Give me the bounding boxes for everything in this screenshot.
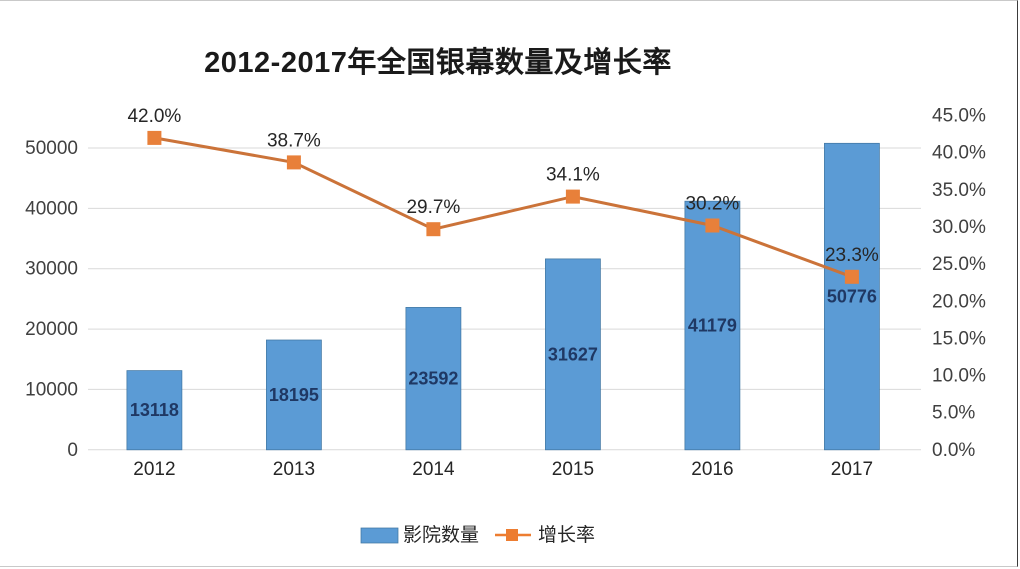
svg-text:2014: 2014 <box>412 459 455 480</box>
svg-text:增长率: 增长率 <box>538 524 595 546</box>
svg-text:45.0%: 45.0% <box>932 106 986 127</box>
svg-text:2016: 2016 <box>691 459 733 480</box>
svg-text:30.0%: 30.0% <box>932 217 986 238</box>
svg-text:2012: 2012 <box>133 459 175 480</box>
svg-text:10000: 10000 <box>25 379 78 400</box>
svg-text:2013: 2013 <box>273 459 315 480</box>
svg-text:41179: 41179 <box>688 316 737 336</box>
svg-text:0: 0 <box>67 440 78 461</box>
svg-text:5.0%: 5.0% <box>932 403 975 424</box>
svg-text:23592: 23592 <box>408 369 458 389</box>
svg-text:25.0%: 25.0% <box>932 254 986 275</box>
svg-text:15.0%: 15.0% <box>932 328 986 349</box>
svg-text:34.1%: 34.1% <box>546 165 600 186</box>
svg-text:38.7%: 38.7% <box>267 130 321 151</box>
svg-text:2017: 2017 <box>831 459 873 480</box>
svg-text:23.3%: 23.3% <box>825 245 879 266</box>
svg-text:0.0%: 0.0% <box>932 440 975 461</box>
svg-text:40.0%: 40.0% <box>932 143 986 164</box>
svg-text:10.0%: 10.0% <box>932 366 986 387</box>
svg-text:50000: 50000 <box>25 138 78 159</box>
svg-text:影院数量: 影院数量 <box>403 524 479 546</box>
svg-text:13118: 13118 <box>130 400 179 420</box>
svg-text:20000: 20000 <box>25 319 78 340</box>
svg-text:18195: 18195 <box>269 385 319 405</box>
svg-text:31627: 31627 <box>548 344 598 364</box>
svg-text:50776: 50776 <box>827 287 877 307</box>
svg-text:35.0%: 35.0% <box>932 180 986 201</box>
svg-text:20.0%: 20.0% <box>932 291 986 312</box>
svg-text:30000: 30000 <box>25 259 78 280</box>
svg-text:29.7%: 29.7% <box>406 197 460 218</box>
svg-text:2015: 2015 <box>552 459 594 480</box>
svg-text:30.2%: 30.2% <box>685 194 739 215</box>
svg-text:42.0%: 42.0% <box>127 106 181 127</box>
svg-text:40000: 40000 <box>25 198 78 219</box>
